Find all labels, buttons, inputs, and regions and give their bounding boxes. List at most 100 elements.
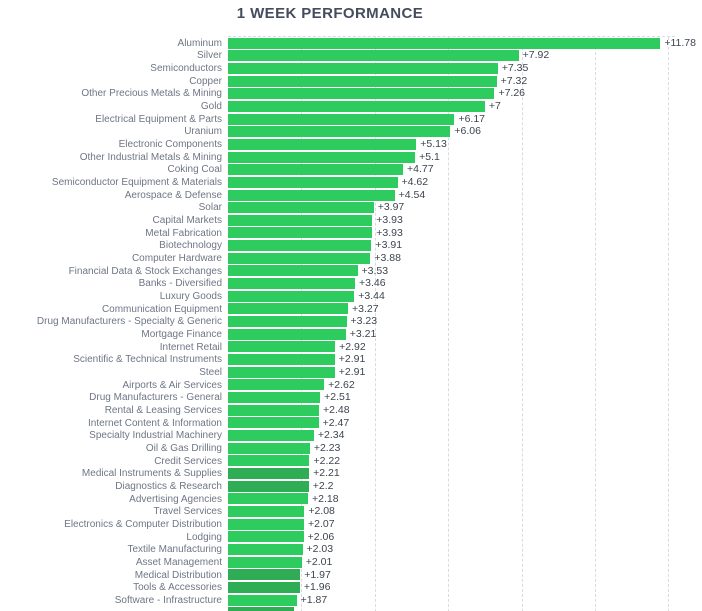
category-label[interactable]: Semiconductors bbox=[150, 63, 222, 75]
category-label[interactable]: Internet Retail bbox=[159, 341, 222, 353]
bar[interactable] bbox=[228, 214, 373, 226]
bar[interactable] bbox=[228, 151, 416, 163]
category-label[interactable]: Internet Content & Information bbox=[88, 417, 222, 429]
bar[interactable] bbox=[228, 581, 300, 593]
bar[interactable] bbox=[228, 265, 358, 277]
category-label[interactable]: Capital Markets bbox=[152, 215, 222, 227]
category-label[interactable]: Textile Manufacturing bbox=[127, 544, 223, 556]
bar[interactable] bbox=[228, 138, 417, 150]
value-label: +7.32 bbox=[500, 74, 528, 87]
bar[interactable] bbox=[228, 518, 304, 530]
bar-row: Electronic Components +5.13 bbox=[0, 138, 702, 151]
category-label[interactable]: Credit Services bbox=[154, 455, 222, 467]
category-label[interactable]: Semiconductor Equipment & Materials bbox=[51, 177, 222, 189]
category-label[interactable]: Tools & Accessories bbox=[133, 582, 222, 594]
bar[interactable] bbox=[228, 392, 321, 404]
value-label: +3.88 bbox=[374, 252, 401, 265]
category-label[interactable]: Scientific & Technical Instruments bbox=[73, 354, 222, 366]
category-label[interactable]: Steel bbox=[199, 366, 222, 378]
bar[interactable] bbox=[228, 189, 395, 201]
category-label[interactable]: Solar bbox=[198, 202, 222, 214]
category-label[interactable]: Communication Equipment bbox=[101, 303, 222, 315]
bar[interactable] bbox=[228, 543, 303, 555]
bar[interactable] bbox=[228, 480, 309, 492]
bar[interactable] bbox=[228, 531, 304, 543]
category-label[interactable]: Software - Infrastructure bbox=[114, 594, 222, 606]
category-label[interactable]: Luxury Goods bbox=[159, 291, 222, 302]
category-label[interactable]: Specialty Industrial Machinery bbox=[89, 430, 222, 442]
category-label[interactable]: Copper bbox=[189, 75, 222, 87]
category-label[interactable]: Coking Coal bbox=[167, 164, 222, 176]
bar[interactable] bbox=[228, 113, 455, 125]
category-label[interactable]: Silver bbox=[196, 50, 222, 62]
bar[interactable] bbox=[228, 417, 319, 429]
bar[interactable] bbox=[228, 328, 346, 340]
bar[interactable] bbox=[228, 379, 325, 391]
category-label[interactable]: Biotechnology bbox=[159, 240, 222, 252]
category-label[interactable]: Drug Manufacturers - General bbox=[89, 392, 222, 404]
bar[interactable] bbox=[228, 202, 374, 214]
bar-row: Copper +7.32 bbox=[0, 75, 702, 88]
bar[interactable] bbox=[228, 176, 398, 188]
category-label[interactable]: Other Industrial Metals & Mining bbox=[79, 151, 222, 163]
bar[interactable] bbox=[228, 37, 661, 49]
bar[interactable] bbox=[228, 278, 355, 290]
bar[interactable] bbox=[228, 75, 497, 87]
bar[interactable] bbox=[228, 506, 305, 518]
value-label: +2.91 bbox=[338, 353, 366, 366]
bar[interactable] bbox=[228, 164, 404, 176]
bar[interactable] bbox=[228, 569, 301, 581]
category-label[interactable]: Oil & Gas Drilling bbox=[145, 442, 222, 454]
category-label[interactable]: Financial Data & Stock Exchanges bbox=[68, 265, 222, 277]
bar[interactable] bbox=[228, 607, 295, 611]
bar[interactable] bbox=[228, 366, 335, 378]
bar[interactable] bbox=[228, 100, 485, 112]
category-label[interactable]: Electronic Components bbox=[118, 139, 222, 151]
category-label[interactable]: Metal Fabrication bbox=[145, 227, 222, 239]
bar[interactable] bbox=[228, 240, 372, 252]
category-label[interactable]: Medical Distribution bbox=[134, 569, 222, 581]
category-label[interactable]: Gold bbox=[200, 101, 222, 113]
bar[interactable] bbox=[228, 556, 302, 568]
category-label[interactable]: Travel Services bbox=[153, 506, 222, 518]
bar[interactable] bbox=[228, 354, 335, 366]
bar[interactable] bbox=[228, 594, 297, 606]
bar[interactable] bbox=[228, 62, 498, 74]
bar[interactable] bbox=[228, 442, 310, 454]
bar-row: Diagnostics & Research +2.2 bbox=[0, 480, 702, 493]
bar[interactable] bbox=[228, 468, 310, 480]
category-label[interactable]: Aluminum bbox=[177, 37, 222, 49]
bar[interactable] bbox=[228, 303, 348, 315]
category-label[interactable]: Medical Instruments & Supplies bbox=[81, 468, 222, 480]
category-label[interactable]: Lodging bbox=[186, 531, 222, 543]
bar[interactable] bbox=[228, 290, 355, 302]
category-label[interactable]: Uranium bbox=[184, 126, 222, 138]
bar-row: Internet Retail +2.92 bbox=[0, 341, 702, 354]
category-label[interactable]: Banks - Diversified bbox=[138, 278, 222, 290]
category-label[interactable]: Electronics & Computer Distribution bbox=[64, 518, 222, 530]
category-label[interactable]: Drug Manufacturers - Specialty & Generic bbox=[36, 316, 222, 328]
bar[interactable] bbox=[228, 50, 519, 62]
bar[interactable] bbox=[228, 252, 371, 264]
bar[interactable] bbox=[228, 126, 451, 138]
bar[interactable] bbox=[228, 341, 336, 353]
category-label[interactable]: Electrical Equipment & Parts bbox=[95, 113, 222, 125]
category-label[interactable]: Airports & Air Services bbox=[122, 379, 222, 391]
bar[interactable] bbox=[228, 316, 347, 328]
bar[interactable] bbox=[228, 455, 310, 467]
category-label[interactable]: Other Precious Metals & Mining bbox=[81, 88, 222, 100]
category-label[interactable]: Advertising Agencies bbox=[129, 493, 222, 505]
category-label[interactable]: Computer Hardware bbox=[131, 253, 222, 265]
category-label[interactable]: Asset Management bbox=[135, 556, 222, 568]
category-label[interactable]: Mortgage Finance bbox=[141, 328, 222, 340]
bar[interactable] bbox=[228, 493, 308, 505]
bar[interactable] bbox=[228, 430, 314, 442]
category-label[interactable]: Rental & Leasing Services bbox=[104, 404, 222, 416]
bar[interactable] bbox=[228, 88, 495, 100]
gridline bbox=[595, 37, 596, 611]
bar[interactable] bbox=[228, 404, 320, 416]
category-label[interactable]: Diagnostics & Research bbox=[115, 480, 222, 492]
category-label[interactable]: Aerospace & Defense bbox=[124, 189, 222, 201]
bar[interactable] bbox=[228, 227, 373, 239]
